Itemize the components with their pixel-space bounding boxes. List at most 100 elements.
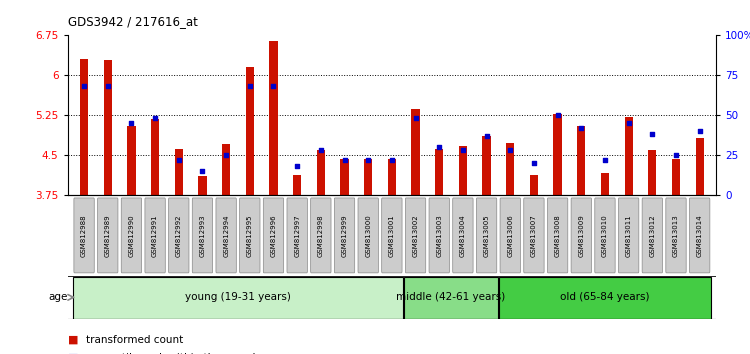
Point — [694, 128, 706, 134]
FancyBboxPatch shape — [405, 198, 426, 273]
Bar — [578, 126, 586, 195]
FancyBboxPatch shape — [453, 198, 473, 273]
Point — [291, 163, 303, 169]
Text: GSM812996: GSM812996 — [271, 214, 277, 257]
Bar — [499, 277, 711, 319]
FancyBboxPatch shape — [310, 198, 331, 273]
FancyBboxPatch shape — [524, 198, 544, 273]
Text: GSM813002: GSM813002 — [413, 214, 419, 257]
Text: GSM813014: GSM813014 — [697, 214, 703, 257]
Bar — [73, 277, 404, 319]
Text: GSM812993: GSM812993 — [200, 214, 206, 257]
Text: GSM812998: GSM812998 — [318, 214, 324, 257]
Bar — [412, 109, 420, 195]
FancyBboxPatch shape — [548, 198, 568, 273]
Text: old (65-84 years): old (65-84 years) — [560, 292, 650, 302]
Text: middle (42-61 years): middle (42-61 years) — [397, 292, 506, 302]
Bar — [482, 136, 490, 195]
FancyBboxPatch shape — [429, 198, 449, 273]
Text: GDS3942 / 217616_at: GDS3942 / 217616_at — [68, 15, 197, 28]
Point — [149, 115, 161, 121]
Text: GSM813004: GSM813004 — [460, 214, 466, 257]
FancyBboxPatch shape — [689, 198, 709, 273]
Bar — [695, 138, 703, 195]
Text: GSM812999: GSM812999 — [341, 214, 347, 257]
Bar — [625, 117, 633, 195]
FancyBboxPatch shape — [595, 198, 615, 273]
Text: GSM813005: GSM813005 — [484, 214, 490, 257]
FancyBboxPatch shape — [74, 198, 94, 273]
Text: ■: ■ — [68, 353, 78, 354]
FancyBboxPatch shape — [382, 198, 402, 273]
FancyBboxPatch shape — [358, 198, 379, 273]
Text: GSM812990: GSM812990 — [128, 214, 134, 257]
Point — [528, 160, 540, 166]
FancyBboxPatch shape — [169, 198, 189, 273]
FancyBboxPatch shape — [145, 198, 165, 273]
Bar — [151, 119, 159, 195]
Text: GSM812991: GSM812991 — [152, 214, 158, 257]
Text: GSM813000: GSM813000 — [365, 214, 371, 257]
FancyBboxPatch shape — [666, 198, 686, 273]
Text: ■: ■ — [68, 335, 78, 345]
Bar — [364, 159, 372, 195]
Text: GSM812989: GSM812989 — [105, 214, 111, 257]
Bar — [530, 175, 538, 195]
Bar — [198, 176, 206, 195]
Bar — [554, 114, 562, 195]
Bar — [293, 175, 302, 195]
Bar — [506, 143, 515, 195]
Bar — [80, 59, 88, 195]
Point — [125, 120, 137, 126]
Point — [78, 84, 90, 89]
Text: GSM813006: GSM813006 — [507, 214, 513, 257]
FancyBboxPatch shape — [192, 198, 213, 273]
FancyBboxPatch shape — [216, 198, 236, 273]
FancyBboxPatch shape — [500, 198, 520, 273]
Text: GSM812997: GSM812997 — [294, 214, 300, 257]
Point — [102, 84, 114, 89]
Text: GSM813011: GSM813011 — [626, 214, 632, 257]
Bar — [316, 149, 325, 195]
Point — [362, 157, 374, 162]
Bar — [269, 41, 278, 195]
Point — [575, 125, 587, 131]
Point — [670, 152, 682, 158]
Text: GSM812995: GSM812995 — [247, 214, 253, 257]
Point — [268, 84, 280, 89]
Text: GSM812992: GSM812992 — [176, 214, 181, 257]
Text: young (19-31 years): young (19-31 years) — [185, 292, 291, 302]
Point — [599, 157, 611, 162]
FancyBboxPatch shape — [287, 198, 308, 273]
Point — [457, 147, 469, 153]
Point — [172, 157, 184, 162]
FancyBboxPatch shape — [642, 198, 662, 273]
Bar — [388, 159, 396, 195]
Text: GSM812988: GSM812988 — [81, 214, 87, 257]
FancyBboxPatch shape — [98, 198, 118, 273]
Text: GSM813003: GSM813003 — [436, 214, 442, 257]
Point — [646, 131, 658, 137]
Text: age: age — [49, 292, 68, 302]
Point — [551, 112, 563, 118]
Point — [338, 157, 350, 162]
FancyBboxPatch shape — [571, 198, 592, 273]
Text: GSM813012: GSM813012 — [650, 214, 656, 257]
Point — [433, 144, 445, 150]
Text: GSM813013: GSM813013 — [673, 214, 679, 257]
Text: GSM813001: GSM813001 — [389, 214, 395, 257]
Point — [410, 115, 422, 121]
Bar — [648, 149, 656, 195]
Text: GSM813010: GSM813010 — [602, 214, 608, 257]
Point — [481, 133, 493, 139]
Bar — [340, 159, 349, 195]
FancyBboxPatch shape — [263, 198, 284, 273]
Text: GSM812994: GSM812994 — [224, 214, 230, 257]
Bar — [222, 144, 230, 195]
Bar — [128, 126, 136, 195]
Bar — [601, 173, 609, 195]
Bar — [672, 159, 680, 195]
Bar — [175, 149, 183, 195]
FancyBboxPatch shape — [476, 198, 496, 273]
Point — [622, 120, 634, 126]
